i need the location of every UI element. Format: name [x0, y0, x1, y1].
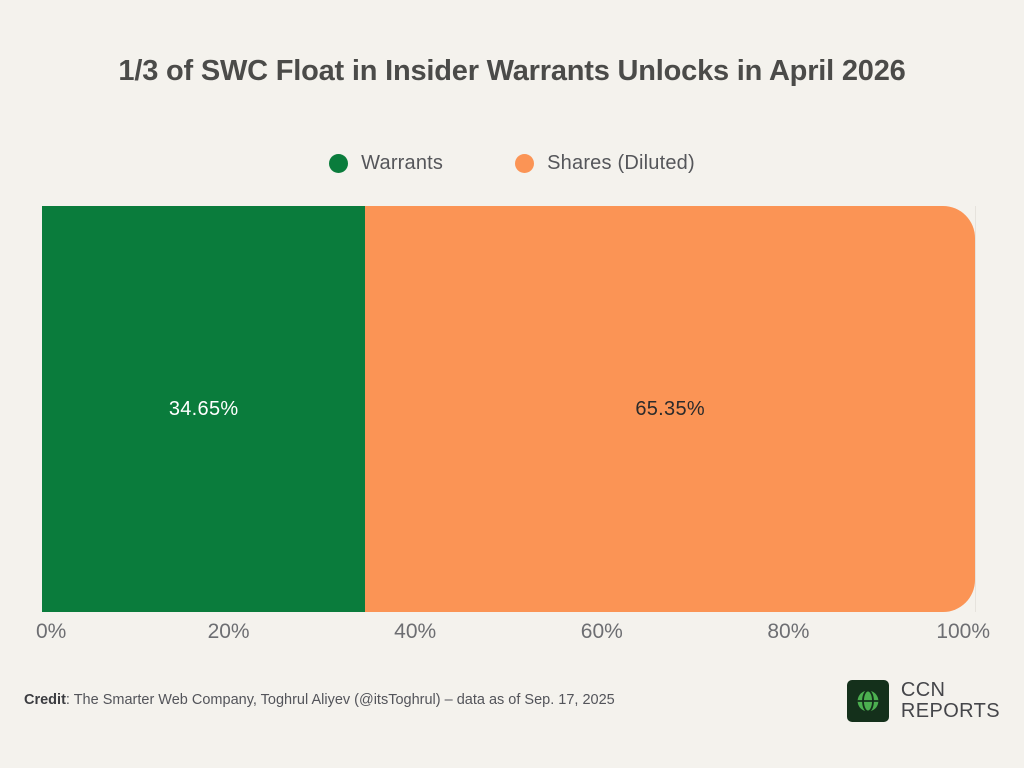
bar-label-warrants: 34.65%	[168, 397, 239, 420]
x-tick-20: 20%	[207, 620, 250, 643]
credit-line: Credit: The Smarter Web Company, Toghrul…	[24, 692, 615, 708]
brand-logo[interactable]: CCN REPORTS	[846, 679, 1000, 723]
chart-legend: Warrants Shares (Diluted)	[0, 152, 1024, 175]
legend-item-shares[interactable]: Shares (Diluted)	[515, 152, 695, 175]
credit-prefix: Credit	[24, 692, 66, 708]
legend-label-shares: Shares (Diluted)	[547, 152, 695, 174]
stacked-bar: 34.65% 65.35%	[42, 206, 975, 612]
bar-segment-warrants[interactable]: 34.65%	[42, 206, 366, 612]
plot-area: 34.65% 65.35%	[42, 206, 1000, 612]
gridline-100	[975, 206, 976, 612]
globe-icon	[857, 690, 879, 713]
footer: Credit: The Smarter Web Company, Toghrul…	[0, 679, 1024, 768]
legend-swatch-warrants	[329, 154, 349, 173]
x-tick-80: 80%	[767, 620, 810, 643]
x-tick-100: 100%	[936, 620, 991, 643]
bar-label-shares: 65.35%	[635, 397, 705, 420]
page-title: 1/3 of SWC Float in Insider Warrants Unl…	[118, 55, 906, 87]
x-tick-60: 60%	[580, 620, 623, 643]
brand-line-1: CCN	[900, 679, 946, 701]
x-tick-40: 40%	[394, 620, 437, 643]
brand-text: CCN REPORTS	[900, 679, 1000, 723]
x-tick-0: 0%	[36, 620, 67, 643]
brand-mark	[846, 680, 889, 723]
brand-line-2: REPORTS	[900, 700, 1000, 723]
legend-swatch-shares	[515, 154, 535, 173]
legend-item-warrants[interactable]: Warrants	[329, 152, 443, 175]
legend-label-warrants: Warrants	[361, 152, 444, 174]
credit-text: : The Smarter Web Company, Toghrul Aliye…	[65, 692, 615, 708]
bar-segment-shares[interactable]: 65.35%	[365, 206, 975, 612]
x-axis: 0% 20% 40% 60% 80% 100%	[36, 620, 1000, 654]
